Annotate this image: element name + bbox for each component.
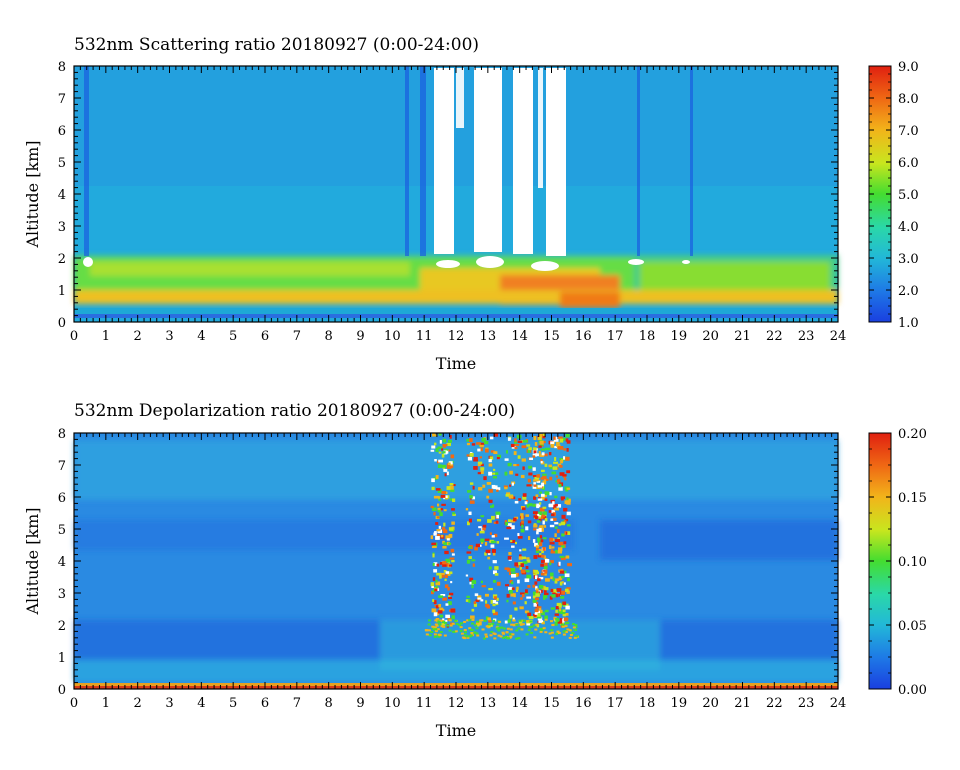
- x-tick-label: 9: [356, 329, 364, 344]
- x-tick-label: 23: [798, 329, 815, 344]
- x-tick-label: 16: [575, 329, 592, 344]
- x-tick-label: 20: [702, 329, 719, 344]
- x-tick-label: 7: [293, 329, 301, 344]
- y-tick-label: 7: [58, 459, 66, 474]
- colorbar-tick-label: 8.0: [898, 92, 919, 107]
- x-tick-label: 14: [511, 329, 528, 344]
- x-tick-label: 5: [229, 329, 237, 344]
- colorbar-tick-label: 7.0: [898, 124, 919, 139]
- x-tick-label: 16: [575, 696, 592, 711]
- x-tick-label: 5: [229, 696, 237, 711]
- chart-title: 532nm Scattering ratio 20180927 (0:00-24…: [74, 35, 479, 55]
- y-tick-label: 6: [58, 491, 66, 506]
- y-tick-label: 8: [58, 60, 66, 75]
- x-tick-label: 23: [798, 696, 815, 711]
- x-tick-label: 1: [102, 329, 110, 344]
- y-axis-label: Altitude [km]: [23, 507, 42, 615]
- colorbar-tick-label: 6.0: [898, 156, 919, 171]
- x-tick-label: 4: [197, 696, 205, 711]
- y-tick-label: 0: [58, 683, 66, 698]
- x-tick-label: 9: [356, 696, 364, 711]
- y-tick-label: 5: [58, 156, 66, 171]
- y-tick-label: 5: [58, 523, 66, 538]
- x-tick-label: 2: [134, 329, 142, 344]
- colorbar-tick-label: 4.0: [898, 220, 919, 235]
- x-tick-label: 19: [671, 329, 688, 344]
- plot-area: 0 1 2 3 4 5 6 7 8 9 10 11 12 13 14 15 16 17 18 19 20 21 22 23 24…: [58, 60, 847, 344]
- ice-cloud-region: [424, 433, 579, 640]
- x-axis-label: Time: [436, 721, 476, 740]
- x-tick-label: 11: [416, 329, 433, 344]
- x-tick-label: 0: [70, 329, 78, 344]
- colorbar-tick-label: 3.0: [898, 252, 919, 267]
- y-tick-label: 3: [58, 220, 66, 235]
- colorbar-tick-label: 0.05: [898, 619, 927, 634]
- colorbar-tick-label: 5.0: [898, 188, 919, 203]
- x-tick-label: 22: [766, 696, 783, 711]
- x-tick-label: 2: [134, 696, 142, 711]
- x-tick-label: 14: [511, 696, 528, 711]
- x-tick-label: 8: [325, 696, 333, 711]
- y-tick-label: 2: [58, 252, 66, 267]
- x-tick-label: 21: [734, 329, 751, 344]
- x-tick-label: 3: [165, 329, 173, 344]
- x-tick-label: 15: [543, 696, 560, 711]
- colorbar-tick-label: 0.00: [898, 683, 927, 698]
- x-tick-label: 3: [165, 696, 173, 711]
- x-tick-label: 24: [830, 696, 847, 711]
- depolarization-panel: 532nm Depolarization ratio 20180927 (0:0…: [23, 401, 927, 740]
- cloud-top-saturation: [83, 256, 690, 271]
- colorbar-tick-label: 2.0: [898, 284, 919, 299]
- scattering-panel: 532nm Scattering ratio 20180927 (0:00-24…: [23, 35, 919, 373]
- x-tick-label: 15: [543, 329, 560, 344]
- x-tick-label: 18: [639, 696, 656, 711]
- x-tick-label: 6: [261, 696, 269, 711]
- x-tick-label: 24: [830, 329, 847, 344]
- x-tick-label: 10: [384, 696, 401, 711]
- colorbar-tick-label: 0.15: [898, 491, 927, 506]
- x-tick-label: 12: [448, 329, 465, 344]
- y-tick-label: 1: [58, 284, 66, 299]
- colorbar-tick-label: 0.10: [898, 555, 927, 570]
- x-tick-label: 18: [639, 329, 656, 344]
- x-tick-label: 13: [480, 329, 497, 344]
- x-tick-label: 12: [448, 696, 465, 711]
- x-tick-label: 8: [325, 329, 333, 344]
- y-tick-label: 1: [58, 651, 66, 666]
- x-tick-label: 7: [293, 696, 301, 711]
- x-tick-label: 4: [197, 329, 205, 344]
- x-tick-label: 0: [70, 696, 78, 711]
- y-axis-label: Altitude [km]: [23, 140, 42, 248]
- x-tick-label: 11: [416, 696, 433, 711]
- x-tick-label: 10: [384, 329, 401, 344]
- x-tick-label: 17: [607, 329, 624, 344]
- y-tick-label: 7: [58, 92, 66, 107]
- colorbar-tick-label: 9.0: [898, 60, 919, 75]
- saturated-columns: [434, 68, 566, 256]
- x-tick-label: 13: [480, 696, 497, 711]
- x-axis-label: Time: [436, 354, 476, 373]
- y-tick-label: 4: [58, 188, 66, 203]
- y-tick-label: 4: [58, 555, 66, 570]
- x-tick-label: 17: [607, 696, 624, 711]
- colorbar-tick-label: 1.0: [898, 316, 919, 331]
- x-tick-label: 6: [261, 329, 269, 344]
- y-tick-label: 2: [58, 619, 66, 634]
- y-tick-label: 6: [58, 124, 66, 139]
- plot-area: 0 1 2 3 4 5 6 7 8 9 10 11 12 13 14 15 16 17 18 19 20 21 22 23 24…: [58, 427, 847, 711]
- x-tick-label: 20: [702, 696, 719, 711]
- x-tick-label: 19: [671, 696, 688, 711]
- y-tick-label: 0: [58, 316, 66, 331]
- x-tick-label: 22: [766, 329, 783, 344]
- y-tick-label: 3: [58, 587, 66, 602]
- chart-title: 532nm Depolarization ratio 20180927 (0:0…: [74, 401, 515, 421]
- x-tick-label: 21: [734, 696, 751, 711]
- colorbar-tick-label: 0.20: [898, 427, 927, 442]
- y-tick-label: 8: [58, 427, 66, 442]
- colorbar: 1.0 2.0 3.0 4.0 5.0 6.0 7.0 8.0 9.0: [868, 60, 919, 331]
- x-tick-label: 1: [102, 696, 110, 711]
- colorbar: 0.00 0.05 0.10 0.15 0.20: [868, 427, 927, 698]
